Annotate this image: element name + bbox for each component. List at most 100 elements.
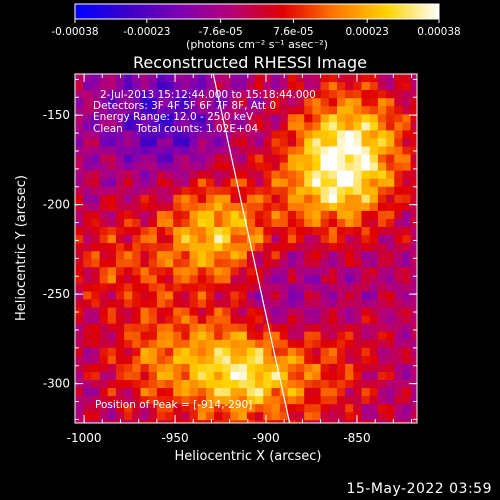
heatmap-cell bbox=[304, 412, 313, 421]
heatmap-cell bbox=[386, 355, 395, 365]
heatmap-cell bbox=[140, 194, 150, 204]
heatmap-cell bbox=[345, 347, 354, 357]
heatmap-cell bbox=[115, 170, 125, 180]
heatmap-cell bbox=[148, 210, 158, 220]
heatmap-cell bbox=[156, 347, 166, 357]
heatmap-cell bbox=[320, 74, 330, 83]
heatmap-cell bbox=[132, 315, 142, 325]
heatmap-cell bbox=[304, 420, 313, 423]
heatmap-cell bbox=[91, 412, 101, 421]
heatmap-cell bbox=[328, 178, 338, 188]
heatmap-cell bbox=[197, 412, 207, 421]
heatmap-cell bbox=[181, 275, 191, 284]
heatmap-cell bbox=[165, 186, 174, 196]
heatmap-cell bbox=[255, 251, 264, 260]
heatmap-cell bbox=[246, 404, 256, 413]
heatmap-cell bbox=[271, 259, 281, 268]
heatmap-cell bbox=[353, 122, 363, 131]
heatmap-cell bbox=[238, 219, 248, 228]
heatmap-cell bbox=[361, 291, 371, 301]
heatmap-cell bbox=[345, 170, 354, 180]
heatmap-cell bbox=[279, 138, 289, 148]
heatmap-cell bbox=[107, 227, 117, 236]
annotation-detectors: Detectors: 3F 4F 5F 6F 7F 8F, Att 0 bbox=[93, 100, 276, 112]
heatmap-cell bbox=[377, 315, 387, 325]
heatmap-cell bbox=[419, 267, 428, 276]
heatmap-cell bbox=[287, 122, 297, 131]
heatmap-cell bbox=[271, 106, 281, 115]
heatmap-cell bbox=[132, 243, 142, 252]
heatmap-cell bbox=[189, 380, 199, 389]
heatmap-cell bbox=[206, 259, 215, 268]
heatmap-cell bbox=[271, 251, 281, 260]
heatmap-cell bbox=[238, 355, 248, 365]
heatmap-cell bbox=[238, 227, 248, 236]
heatmap-cell bbox=[394, 428, 403, 437]
heatmap-cell bbox=[386, 299, 395, 309]
heatmap-cell bbox=[222, 227, 232, 236]
heatmap-cell bbox=[361, 202, 371, 212]
heatmap-cell bbox=[124, 74, 133, 83]
heatmap-cell bbox=[75, 396, 84, 405]
heatmap-cell bbox=[107, 98, 117, 107]
heatmap-cell bbox=[287, 114, 297, 123]
heatmap-cell bbox=[99, 396, 109, 405]
heatmap-cell bbox=[419, 74, 428, 83]
heatmap-cell bbox=[189, 355, 199, 365]
heatmap-cell bbox=[222, 299, 232, 309]
heatmap-cell bbox=[419, 179, 428, 188]
heatmap-cell bbox=[181, 404, 191, 413]
heatmap-cell bbox=[304, 74, 313, 83]
heatmap-cell bbox=[328, 202, 338, 212]
heatmap-cell bbox=[328, 130, 338, 140]
heatmap-cell bbox=[230, 82, 240, 91]
heatmap-cell bbox=[222, 420, 232, 423]
heatmap-cell bbox=[222, 372, 232, 381]
heatmap-cell bbox=[369, 267, 379, 276]
heatmap-cell bbox=[263, 323, 273, 333]
heatmap-cell bbox=[181, 420, 191, 423]
heatmap-cell bbox=[173, 420, 182, 423]
heatmap-cell bbox=[320, 90, 330, 99]
heatmap-cell bbox=[304, 339, 313, 349]
heatmap-cell bbox=[222, 90, 232, 99]
heatmap-cell bbox=[165, 259, 174, 268]
heatmap-cell bbox=[271, 235, 281, 244]
heatmap-cell bbox=[75, 178, 84, 188]
heatmap-cell bbox=[345, 315, 354, 325]
heatmap-cell bbox=[353, 307, 363, 317]
colorbar-units: (photons cm⁻² s⁻¹ asec⁻²) bbox=[186, 38, 328, 51]
heatmap-cell bbox=[181, 355, 191, 365]
heatmap-cell bbox=[214, 235, 223, 244]
heatmap-cell bbox=[246, 380, 256, 389]
heatmap-cell bbox=[246, 98, 256, 107]
heatmap-cell bbox=[246, 90, 256, 99]
heatmap-cell bbox=[263, 372, 273, 381]
heatmap-cell bbox=[156, 154, 166, 164]
heatmap-cell bbox=[263, 299, 273, 309]
heatmap-cell bbox=[246, 130, 256, 140]
heatmap-cell bbox=[99, 259, 109, 268]
heatmap-cell bbox=[304, 363, 313, 373]
heatmap-cell bbox=[287, 219, 297, 228]
heatmap-cell bbox=[320, 146, 330, 156]
heatmap-cell bbox=[410, 114, 417, 123]
heatmap-cell bbox=[124, 210, 133, 220]
heatmap-cell bbox=[271, 210, 281, 220]
heatmap-cell bbox=[124, 291, 133, 301]
heatmap-cell bbox=[148, 331, 158, 341]
heatmap-cell bbox=[369, 243, 379, 252]
heatmap-cell bbox=[124, 323, 133, 333]
heatmap-cell bbox=[328, 186, 338, 196]
heatmap-cell bbox=[107, 130, 117, 140]
heatmap-cell bbox=[337, 146, 346, 156]
heatmap-cell bbox=[410, 251, 417, 260]
heatmap-cell bbox=[320, 355, 330, 365]
heatmap-cell bbox=[271, 138, 281, 148]
heatmap-cell bbox=[312, 275, 322, 284]
heatmap-cell bbox=[197, 162, 207, 172]
heatmap-cell bbox=[271, 243, 281, 252]
heatmap-cell bbox=[312, 420, 322, 423]
heatmap-cell bbox=[99, 388, 109, 397]
heatmap-cell bbox=[353, 130, 363, 140]
